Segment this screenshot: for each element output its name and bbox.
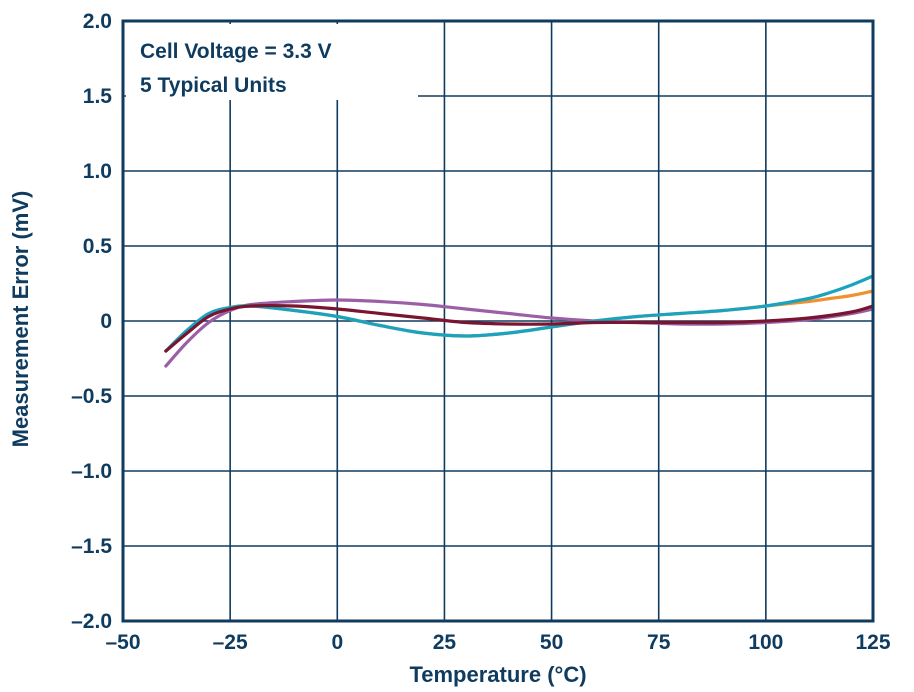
y-axis-title: Measurement Error (mV) [8, 191, 33, 448]
series-line-4 [164, 304, 875, 353]
y-tick-label: 0.5 [83, 235, 113, 258]
y-tick-label: –1.0 [71, 460, 112, 483]
x-axis-title: Temperature (°C) [409, 662, 586, 687]
x-tick-label: 25 [433, 631, 457, 654]
x-tick-label: –50 [105, 631, 140, 654]
y-tick-label: 2.0 [83, 10, 112, 33]
data-series [164, 274, 875, 368]
x-tick-label: 0 [331, 631, 343, 654]
x-tick-labels: –50 –25 0 25 50 75 100 125 [105, 631, 890, 654]
y-tick-label: 1.5 [83, 85, 113, 108]
x-tick-label: 50 [540, 631, 563, 654]
annotation-typical-units: 5 Typical Units [140, 74, 287, 97]
y-tick-label: –2.0 [71, 610, 112, 633]
x-tick-label: 125 [855, 631, 890, 654]
y-tick-label: –1.5 [71, 535, 112, 558]
annotation-cell-voltage: Cell Voltage = 3.3 V [140, 40, 332, 63]
x-tick-label: 75 [647, 631, 671, 654]
y-tick-label: 0 [100, 310, 112, 333]
annotation-background [126, 24, 418, 100]
x-tick-label: 100 [748, 631, 783, 654]
y-tick-labels: 2.0 1.5 1.0 0.5 0 –0.5 –1.0 –1.5 –2.0 [71, 10, 112, 633]
y-tick-label: –0.5 [71, 385, 112, 408]
y-tick-label: 1.0 [83, 160, 112, 183]
x-tick-label: –25 [213, 631, 248, 654]
plot-frame [121, 19, 875, 623]
